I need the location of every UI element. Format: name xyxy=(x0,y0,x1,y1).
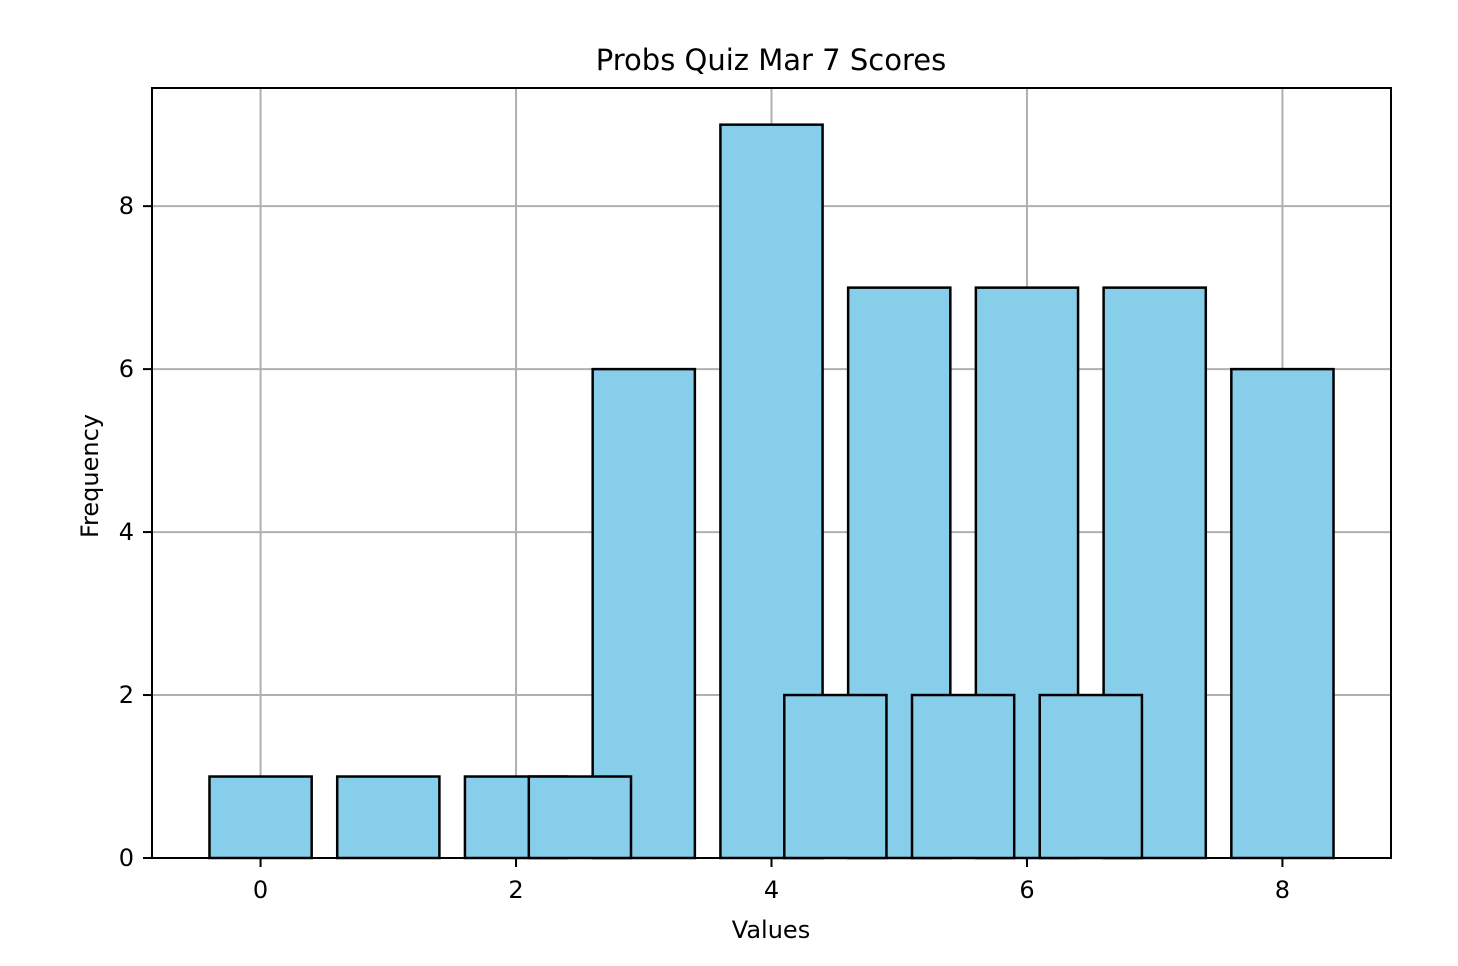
chart-title: Probs Quiz Mar 7 Scores xyxy=(596,43,946,77)
y-tick-label: 6 xyxy=(119,355,134,383)
bar xyxy=(1038,693,1144,860)
bar xyxy=(335,775,441,860)
y-tick-label: 2 xyxy=(119,681,134,709)
x-axis-ticks: 0 2 4 6 8 xyxy=(253,858,1290,904)
y-tick-label: 0 xyxy=(119,844,134,872)
y-tick-label: 4 xyxy=(119,518,134,546)
x-axis-label: Values xyxy=(732,916,810,944)
y-tick-label: 8 xyxy=(119,192,134,220)
y-axis-label: Frequency xyxy=(76,414,104,538)
bar xyxy=(208,775,313,860)
bar xyxy=(783,693,888,860)
bar xyxy=(527,775,633,860)
bar xyxy=(1230,367,1335,860)
bar xyxy=(910,693,1016,860)
x-tick-label: 0 xyxy=(253,876,268,904)
x-tick-label: 8 xyxy=(1275,876,1290,904)
x-tick-label: 2 xyxy=(508,876,523,904)
bars xyxy=(208,123,1335,860)
x-tick-label: 4 xyxy=(764,876,779,904)
y-axis-ticks: 0 2 4 6 8 xyxy=(119,192,152,872)
x-tick-label: 6 xyxy=(1019,876,1034,904)
